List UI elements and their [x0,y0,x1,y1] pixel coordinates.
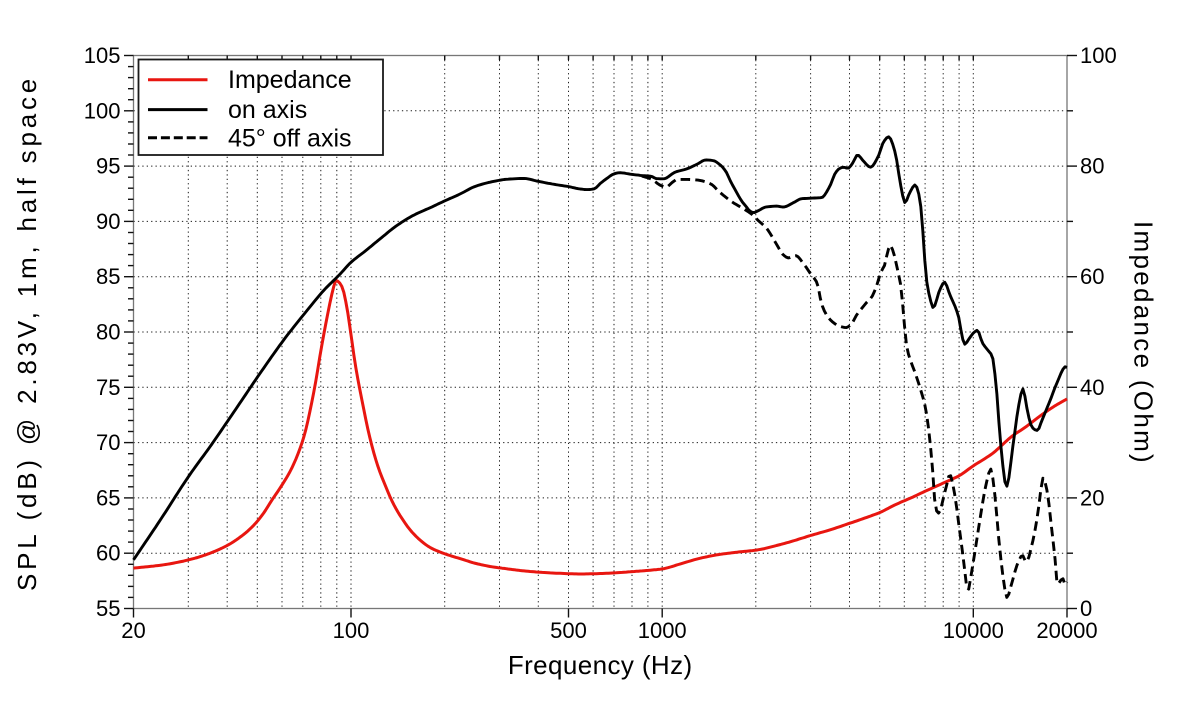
svg-text:80: 80 [1080,154,1104,179]
svg-text:85: 85 [96,264,120,289]
svg-text:70: 70 [96,430,120,455]
svg-text:100: 100 [333,618,370,643]
svg-text:0: 0 [1080,596,1092,621]
svg-text:100: 100 [1080,43,1117,68]
svg-text:10000: 10000 [943,618,1004,643]
svg-text:105: 105 [84,43,121,68]
svg-text:Impedance: Impedance [228,66,352,94]
svg-text:500: 500 [550,618,587,643]
svg-text:1000: 1000 [638,618,687,643]
svg-text:Impedance (Ohm): Impedance (Ohm) [1129,221,1159,465]
svg-text:60: 60 [96,541,120,566]
svg-text:SPL (dB) @ 2.83V, 1m, half spa: SPL (dB) @ 2.83V, 1m, half space [12,75,42,591]
svg-text:on axis: on axis [228,96,307,124]
svg-text:95: 95 [96,154,120,179]
svg-text:45° off axis: 45° off axis [228,124,352,152]
svg-text:75: 75 [96,375,120,400]
svg-text:Frequency (Hz): Frequency (Hz) [508,650,693,680]
svg-text:100: 100 [84,98,121,123]
svg-text:90: 90 [96,209,120,234]
svg-text:80: 80 [96,320,120,345]
svg-text:40: 40 [1080,375,1104,400]
svg-text:20: 20 [121,618,145,643]
svg-text:65: 65 [96,485,120,510]
svg-text:20: 20 [1080,485,1104,510]
svg-text:20000: 20000 [1036,618,1097,643]
svg-text:60: 60 [1080,264,1104,289]
svg-text:55: 55 [96,596,120,621]
